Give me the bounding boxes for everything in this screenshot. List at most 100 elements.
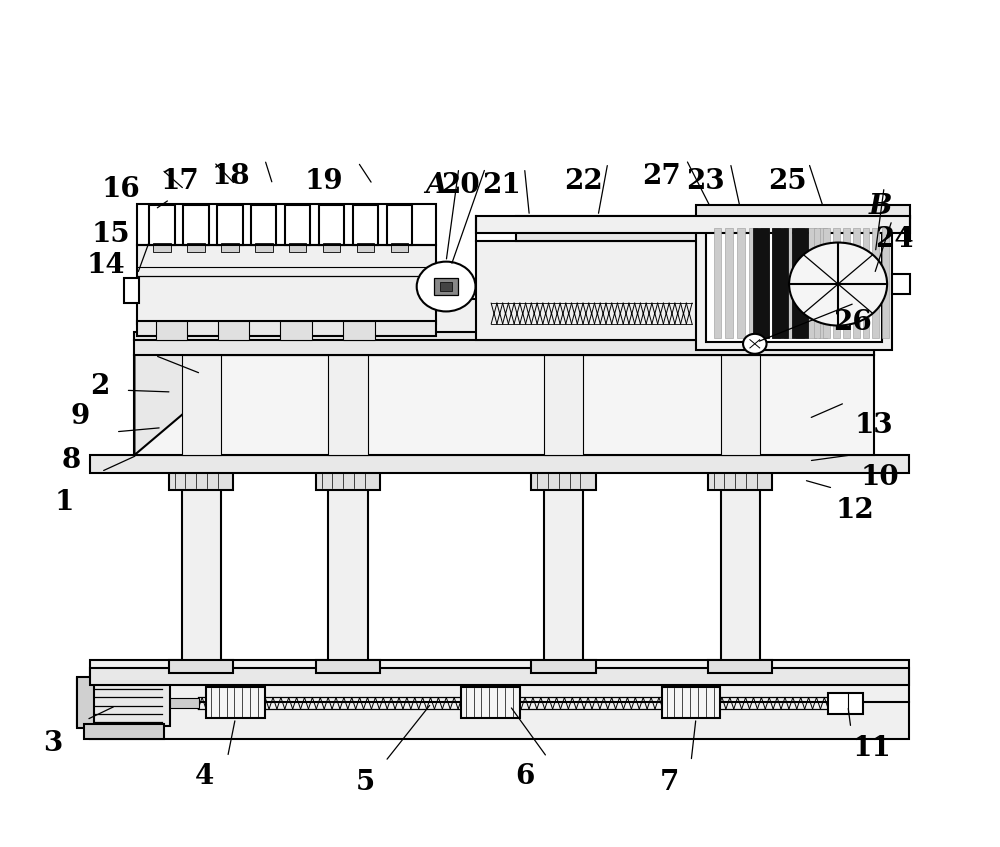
Bar bbox=[476, 241, 702, 340]
Bar bbox=[90, 668, 909, 685]
Bar bbox=[784, 229, 792, 338]
Bar bbox=[531, 660, 596, 673]
Text: 9: 9 bbox=[71, 403, 90, 430]
Bar bbox=[792, 229, 808, 338]
Bar bbox=[77, 677, 94, 728]
Bar bbox=[289, 243, 306, 252]
Bar bbox=[714, 229, 721, 338]
Bar bbox=[328, 356, 368, 455]
Bar bbox=[814, 229, 820, 338]
Bar bbox=[90, 455, 909, 473]
Bar bbox=[182, 478, 221, 668]
Bar bbox=[720, 478, 760, 668]
Bar bbox=[808, 229, 816, 338]
Bar bbox=[833, 229, 840, 338]
Text: 4: 4 bbox=[194, 763, 214, 789]
Bar bbox=[387, 205, 412, 245]
Bar bbox=[737, 229, 745, 338]
Bar bbox=[255, 243, 273, 252]
Text: 20: 20 bbox=[441, 172, 480, 199]
Bar bbox=[353, 205, 378, 245]
Bar bbox=[153, 243, 171, 252]
Bar bbox=[892, 274, 910, 294]
Bar bbox=[357, 243, 374, 252]
Bar bbox=[319, 205, 344, 245]
Text: 5: 5 bbox=[356, 768, 375, 795]
Text: 3: 3 bbox=[43, 729, 63, 756]
Text: 13: 13 bbox=[855, 412, 894, 439]
Bar bbox=[217, 205, 243, 245]
Bar bbox=[251, 205, 276, 245]
Text: 8: 8 bbox=[61, 447, 80, 474]
Bar bbox=[124, 278, 139, 303]
Text: 7: 7 bbox=[660, 768, 679, 795]
Text: 22: 22 bbox=[564, 168, 603, 195]
Text: 23: 23 bbox=[686, 168, 725, 195]
Bar bbox=[440, 282, 452, 291]
Bar bbox=[149, 205, 175, 245]
Text: A: A bbox=[426, 172, 447, 199]
Text: 17: 17 bbox=[160, 168, 199, 195]
Text: 11: 11 bbox=[853, 735, 892, 762]
Text: 16: 16 bbox=[101, 176, 140, 203]
Bar bbox=[772, 229, 788, 338]
Bar bbox=[206, 687, 265, 718]
Text: 12: 12 bbox=[835, 497, 874, 524]
Bar bbox=[843, 229, 850, 338]
Bar bbox=[531, 472, 596, 490]
Bar bbox=[170, 698, 199, 708]
Circle shape bbox=[743, 334, 767, 354]
Bar bbox=[761, 229, 769, 338]
Bar bbox=[863, 229, 869, 338]
Bar bbox=[137, 203, 436, 245]
Bar bbox=[749, 229, 757, 338]
Bar bbox=[696, 205, 910, 218]
Bar bbox=[753, 229, 769, 338]
Bar bbox=[391, 243, 408, 252]
Bar bbox=[285, 205, 310, 245]
Bar bbox=[343, 321, 375, 340]
Bar bbox=[708, 660, 772, 673]
Bar bbox=[706, 226, 882, 342]
Bar bbox=[720, 356, 760, 455]
Bar bbox=[328, 478, 368, 668]
Bar bbox=[280, 321, 312, 340]
Bar bbox=[134, 356, 874, 455]
Text: 24: 24 bbox=[875, 226, 913, 252]
Bar bbox=[461, 687, 520, 718]
Text: 25: 25 bbox=[768, 168, 806, 195]
Bar bbox=[218, 321, 249, 340]
Bar bbox=[853, 229, 860, 338]
Bar bbox=[134, 332, 874, 356]
Bar bbox=[137, 321, 436, 336]
Text: 15: 15 bbox=[92, 221, 130, 247]
Text: 19: 19 bbox=[304, 168, 343, 195]
Text: 2: 2 bbox=[90, 373, 110, 400]
Circle shape bbox=[417, 262, 476, 312]
Text: 14: 14 bbox=[87, 252, 125, 280]
Bar bbox=[708, 472, 772, 490]
Bar bbox=[772, 229, 780, 338]
Bar bbox=[662, 687, 720, 718]
Bar bbox=[183, 205, 209, 245]
Bar bbox=[137, 245, 436, 324]
Bar bbox=[187, 243, 205, 252]
Bar bbox=[544, 478, 583, 668]
Bar bbox=[77, 678, 170, 727]
Bar bbox=[182, 356, 221, 455]
Bar bbox=[823, 229, 830, 338]
Bar bbox=[476, 216, 910, 233]
Text: 18: 18 bbox=[211, 163, 250, 191]
Text: 6: 6 bbox=[515, 763, 534, 789]
Text: 21: 21 bbox=[483, 172, 521, 199]
Bar bbox=[169, 472, 233, 490]
Text: B: B bbox=[868, 192, 892, 219]
Bar bbox=[725, 229, 733, 338]
Circle shape bbox=[789, 242, 887, 325]
Bar bbox=[872, 229, 879, 338]
Bar bbox=[696, 218, 892, 351]
Bar bbox=[316, 472, 380, 490]
Bar bbox=[221, 243, 239, 252]
Bar bbox=[434, 278, 458, 295]
Bar bbox=[84, 724, 164, 739]
